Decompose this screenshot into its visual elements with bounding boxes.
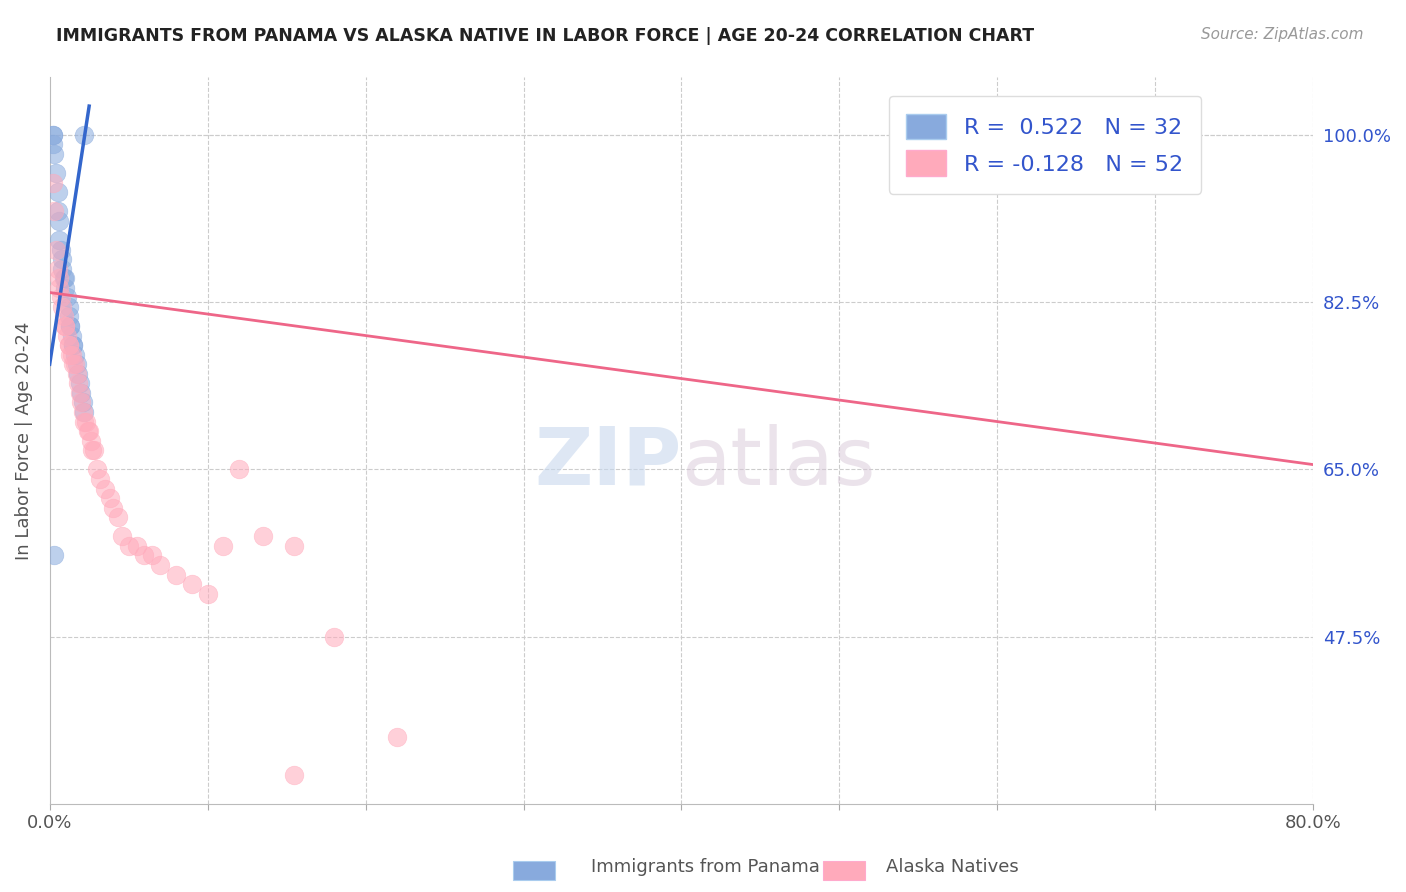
- Point: [46, 185, 69, 199]
- Point: [59, 348, 82, 362]
- Point: [55, 281, 77, 295]
- Point: [60, 348, 83, 362]
- Point: [283, 539, 305, 553]
- Point: [48, 271, 70, 285]
- Point: [44, 549, 66, 563]
- Point: [73, 128, 96, 142]
- Point: [228, 462, 250, 476]
- Point: [58, 300, 80, 314]
- Point: [76, 424, 98, 438]
- Point: [49, 290, 72, 304]
- Point: [48, 281, 70, 295]
- Point: [86, 462, 108, 476]
- Point: [42, 176, 65, 190]
- Point: [69, 385, 91, 400]
- Point: [42, 128, 65, 142]
- Text: atlas: atlas: [682, 424, 876, 501]
- Point: [94, 482, 117, 496]
- Point: [323, 630, 346, 644]
- Point: [107, 510, 129, 524]
- Point: [58, 310, 80, 324]
- Point: [46, 261, 69, 276]
- Point: [252, 529, 274, 543]
- Point: [149, 558, 172, 572]
- Point: [180, 577, 202, 591]
- Point: [111, 529, 134, 543]
- Point: [165, 567, 187, 582]
- Point: [49, 243, 72, 257]
- Point: [77, 424, 100, 438]
- Point: [58, 338, 80, 352]
- Point: [385, 730, 408, 744]
- Point: [141, 549, 163, 563]
- Point: [56, 328, 79, 343]
- Point: [56, 290, 79, 304]
- Y-axis label: In Labor Force | Age 20-24: In Labor Force | Age 20-24: [15, 321, 32, 560]
- Point: [55, 318, 77, 333]
- Text: Source: ZipAtlas.com: Source: ZipAtlas.com: [1201, 27, 1364, 42]
- Point: [55, 271, 77, 285]
- Point: [83, 443, 105, 458]
- Point: [42, 137, 65, 152]
- Point: [65, 357, 87, 371]
- Point: [75, 415, 97, 429]
- Point: [134, 549, 156, 563]
- Point: [125, 539, 148, 553]
- Point: [65, 367, 87, 381]
- Text: Alaska Natives: Alaska Natives: [886, 858, 1018, 876]
- Point: [63, 348, 86, 362]
- Point: [89, 472, 111, 486]
- Point: [72, 405, 94, 419]
- Point: [58, 338, 80, 352]
- Point: [48, 233, 70, 247]
- Point: [73, 405, 96, 419]
- Point: [51, 261, 73, 276]
- Point: [70, 385, 93, 400]
- Point: [101, 500, 124, 515]
- Point: [46, 204, 69, 219]
- Legend: R =  0.522   N = 32, R = -0.128   N = 52: R = 0.522 N = 32, R = -0.128 N = 52: [889, 95, 1201, 194]
- Point: [63, 357, 86, 371]
- Point: [48, 214, 70, 228]
- Point: [55, 318, 77, 333]
- Point: [59, 318, 82, 333]
- Text: IMMIGRANTS FROM PANAMA VS ALASKA NATIVE IN LABOR FORCE | AGE 20-24 CORRELATION C: IMMIGRANTS FROM PANAMA VS ALASKA NATIVE …: [56, 27, 1035, 45]
- Point: [69, 376, 91, 391]
- Point: [51, 252, 73, 266]
- Point: [52, 271, 75, 285]
- Point: [73, 415, 96, 429]
- Point: [80, 434, 103, 448]
- Point: [44, 204, 66, 219]
- Point: [44, 147, 66, 161]
- Point: [98, 491, 121, 505]
- Point: [60, 328, 83, 343]
- Point: [70, 395, 93, 409]
- Point: [283, 768, 305, 782]
- Point: [45, 243, 67, 257]
- Point: [62, 338, 84, 352]
- Point: [117, 539, 139, 553]
- Point: [42, 128, 65, 142]
- Point: [67, 376, 90, 391]
- Point: [212, 539, 235, 553]
- Text: ZIP: ZIP: [534, 424, 682, 501]
- Text: Immigrants from Panama: Immigrants from Panama: [591, 858, 820, 876]
- Point: [62, 338, 84, 352]
- Point: [59, 318, 82, 333]
- Point: [62, 357, 84, 371]
- Point: [52, 310, 75, 324]
- Point: [45, 166, 67, 180]
- Point: [72, 395, 94, 409]
- Point: [51, 300, 73, 314]
- Point: [197, 587, 219, 601]
- Point: [67, 367, 90, 381]
- Point: [82, 443, 104, 458]
